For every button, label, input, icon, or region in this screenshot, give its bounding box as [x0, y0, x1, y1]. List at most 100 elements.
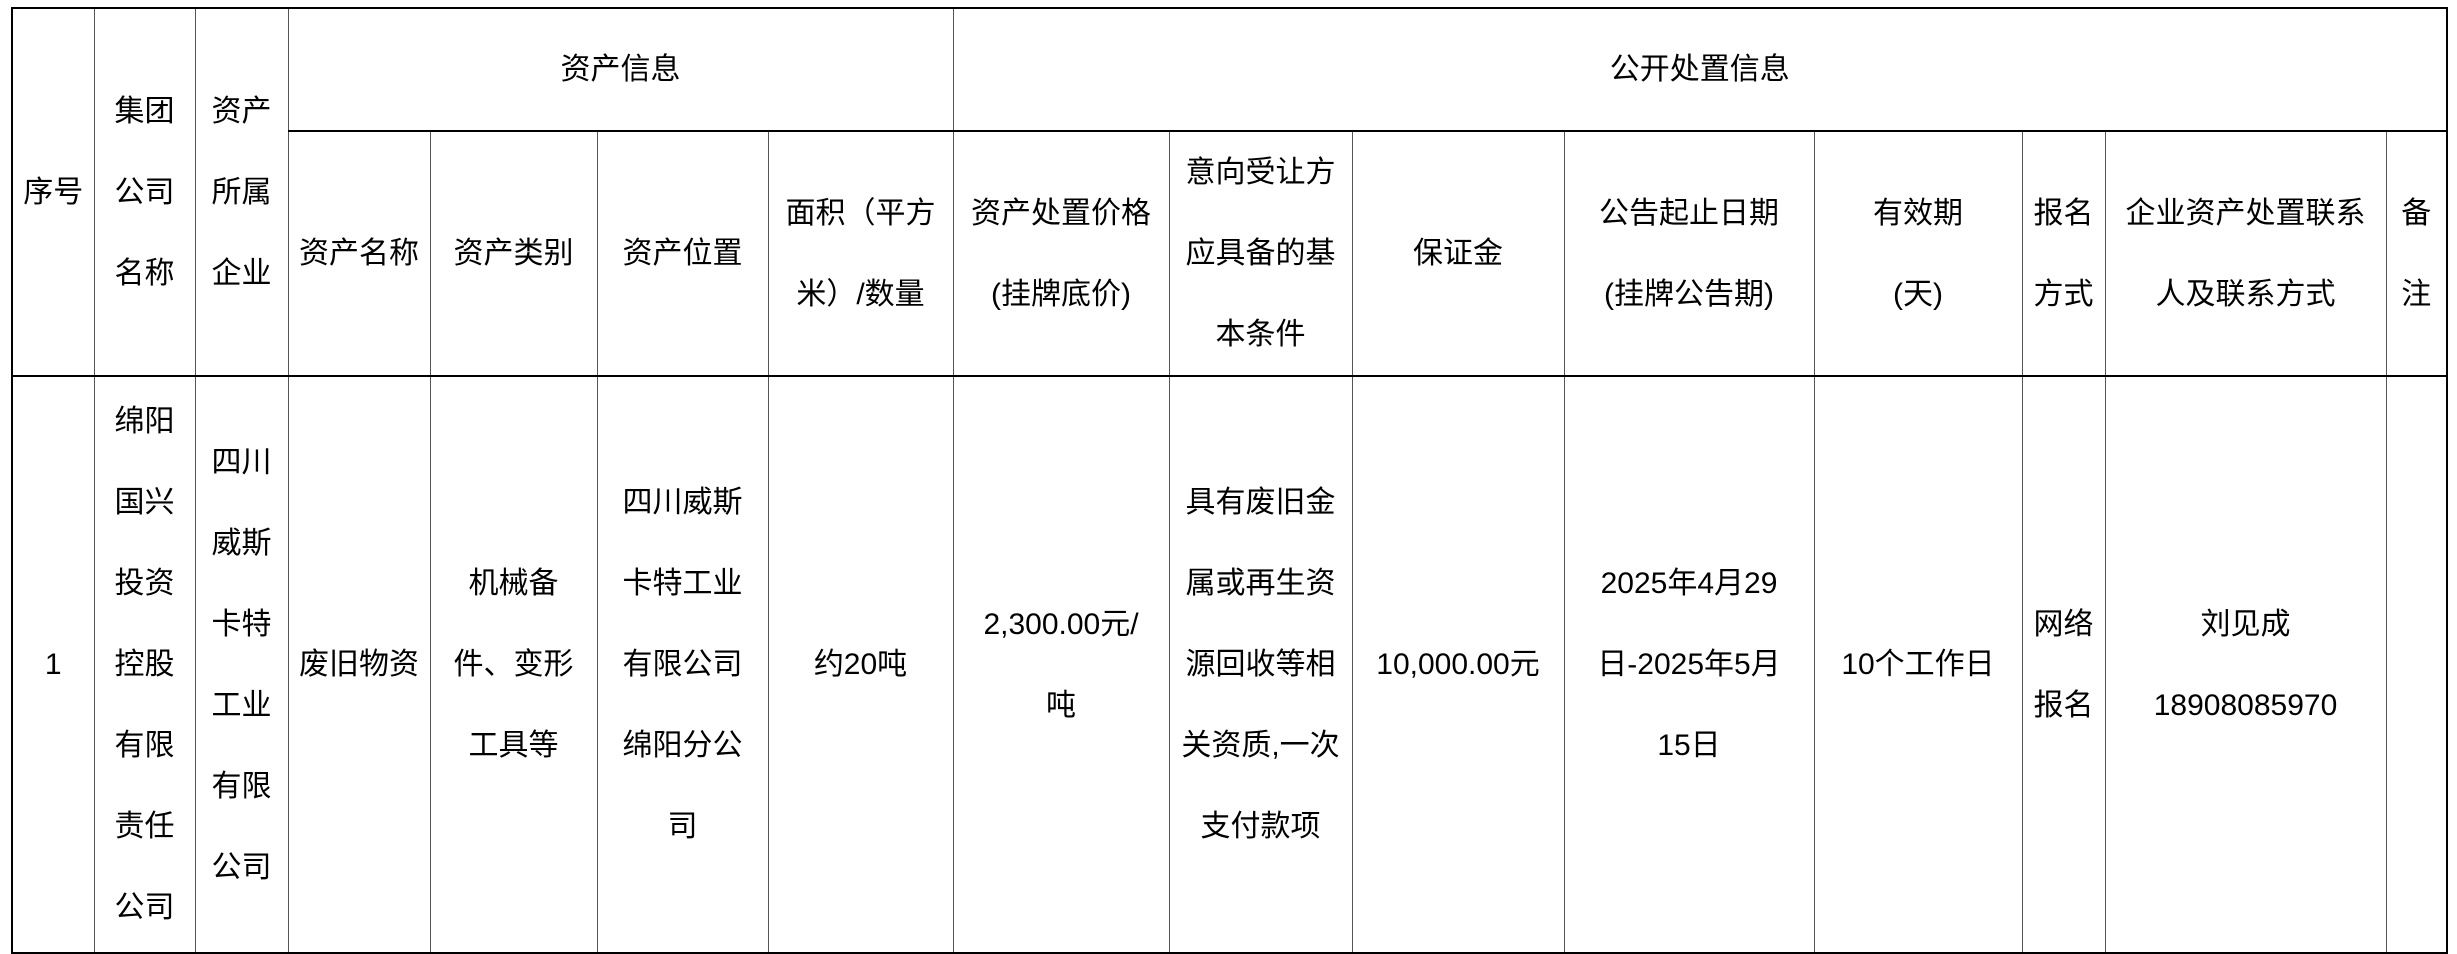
header-disposal-price-text: 资产处置价格: [971, 196, 1151, 230]
cell-group-company-text: 责任: [114, 810, 175, 843]
header-remarks: 备注: [2385, 130, 2448, 377]
header-deposit-text: 保证金: [1413, 237, 1503, 270]
header-area-quantity: 面积（平方米）/数量: [767, 130, 954, 377]
cell-asset-category-text: 机械备: [468, 567, 559, 600]
cell-announcement-period-text: 2025年4月29: [1600, 567, 1778, 600]
header-asset-owner-text: 资产: [211, 94, 272, 128]
cell-asset-owner-text: 卡特: [211, 607, 272, 641]
cell-remarks: [2385, 375, 2448, 954]
cell-contact-text: 18908085970: [2153, 688, 2338, 722]
header-contact: 企业资产处置联系 人及联系方式: [2104, 130, 2387, 377]
header-seq-text: 序号: [23, 175, 84, 209]
cell-seq: 1: [11, 375, 95, 954]
cell-area-quantity-text: 约20吨: [813, 648, 908, 681]
cell-asset-location-text: 绵阳分公: [622, 729, 743, 762]
cell-asset-location-text: 司: [667, 810, 698, 843]
header-validity-days-text: (天): [1893, 277, 1943, 311]
cell-asset-category: 机械备件、变形工具等: [429, 375, 598, 954]
cell-group-company-text: 公司: [114, 891, 175, 924]
cell-deposit-text: 10,000.00元: [1376, 648, 1540, 681]
header-asset-name: 资产名称: [287, 130, 431, 377]
header-remarks-text: 备: [2401, 196, 2432, 230]
cell-area-quantity: 约20吨: [767, 375, 954, 954]
cell-announcement-period: 2025年4月29 日-2025年5月 15日: [1563, 375, 1815, 954]
header-remarks-text: 注: [2401, 277, 2432, 311]
cell-disposal-price-text: 2,300.00元/: [983, 607, 1139, 641]
header-registration-method: 报名 方式: [2021, 130, 2106, 377]
header-announcement-period: 公告起止日期 (挂牌公告期): [1563, 130, 1815, 377]
cell-group-company-text: 投资: [114, 567, 175, 600]
cell-asset-name-text: 废旧物资: [299, 648, 419, 681]
header-group-company-text: 名称: [114, 256, 175, 290]
header-announcement-period-text: 公告起止日期: [1599, 196, 1779, 230]
cell-group-company-text: 有限: [114, 729, 175, 762]
header-transferee-conditions-text: 意向受让方: [1185, 156, 1336, 189]
cell-transferee-conditions: 具有废旧金属或再生资源回收等相关资质,一次 支付款项: [1168, 375, 1353, 954]
cell-transferee-conditions-text: 属或再生资: [1185, 567, 1336, 600]
header-registration-method-text: 报名: [2033, 196, 2094, 230]
header-transferee-conditions-text: 本条件: [1215, 318, 1306, 351]
header-contact-text: 人及联系方式: [2155, 277, 2336, 311]
header-contact-text: 企业资产处置联系: [2125, 196, 2366, 230]
cell-asset-owner-text: 四川: [211, 445, 272, 479]
header-transferee-conditions: 意向受让方应具备的基本条件: [1168, 130, 1353, 377]
header-asset-location: 资产位置: [596, 130, 769, 377]
cell-announcement-period-text: 15日: [1657, 729, 1721, 762]
header-area-quantity-text: 米）/数量: [796, 277, 925, 311]
cell-asset-owner-text: 公司: [211, 850, 272, 884]
header-asset-category: 资产类别: [429, 130, 598, 377]
cell-seq-text: 1: [44, 648, 62, 681]
cell-group-company-text: 控股: [114, 648, 175, 681]
header-group-company-text: 集团: [114, 94, 175, 128]
cell-disposal-price: 2,300.00元/吨: [952, 375, 1170, 954]
cell-asset-owner-text: 有限: [211, 769, 272, 803]
cell-asset-category-text: 件、变形: [453, 648, 574, 681]
cell-asset-location-text: 四川威斯: [622, 486, 743, 519]
header-asset-owner: 资产 所属 企业: [194, 7, 289, 377]
header-announcement-period-text: (挂牌公告期): [1604, 277, 1774, 311]
cell-group-company: 绵阳国兴投资控股有限责任公司: [93, 375, 196, 954]
header-row: 资产名称 资产类别 资产位置 面积（平方 米）/数量 资产处置价格 (挂牌底价) 意向受让方应…: [12, 130, 2448, 377]
header-asset-owner-text: 所属: [211, 175, 272, 209]
cell-asset-location-text: 有限公司: [622, 648, 743, 681]
cell-asset-location: 四川威斯卡特工业有限公司绵阳分公司: [596, 375, 769, 954]
header-asset-owner-text: 企业: [211, 256, 272, 290]
cell-validity-days-text: 10个工作日: [1841, 648, 1995, 681]
cell-registration-method-text: 报名: [2033, 688, 2094, 722]
header-group-company-text: 公司: [114, 175, 175, 209]
cell-group-company-text: 绵阳: [114, 405, 175, 438]
header-group-company: 集团 公司 名称: [93, 7, 196, 377]
header-deposit: 保证金: [1351, 130, 1565, 377]
cell-registration-method: 网络 报名: [2021, 375, 2106, 954]
cell-group-company-text: 国兴: [114, 486, 175, 519]
header-transferee-conditions-text: 应具备的基: [1185, 237, 1336, 270]
header-disposal-price-text: (挂牌底价): [991, 277, 1131, 311]
cell-deposit: 10,000.00元: [1351, 375, 1565, 954]
cell-transferee-conditions-text: 具有废旧金: [1185, 486, 1336, 519]
header-asset-category-text: 资产类别: [453, 237, 574, 270]
header-validity-days-text: 有效期: [1873, 196, 1963, 230]
cell-asset-owner: 四川威斯卡特工业有限公司: [194, 375, 289, 954]
cell-asset-owner-text: 工业: [211, 688, 272, 722]
cell-contact-text: 刘见成: [2200, 607, 2291, 641]
cell-registration-method-text: 网络: [2033, 607, 2094, 641]
header-row-group: 序号 集团 公司 名称 资产 所属 企业 资产信息 公开处置信息: [11, 7, 2448, 377]
cell-asset-name: 废旧物资: [287, 375, 431, 954]
cell-transferee-conditions-text: 源回收等相: [1185, 648, 1336, 681]
asset-disposal-table: 序号 集团 公司 名称 资产 所属 企业 资产信息 公开处置信息 资产名称 资产类别 资产位置 面积（平…: [11, 7, 2448, 954]
header-area-quantity-text: 面积（平方: [785, 196, 936, 230]
group-header-disposal-info: 公开处置信息: [952, 7, 2448, 132]
header-asset-location-text: 资产位置: [622, 237, 743, 270]
table-row: 1 绵阳 国兴 投资 控股 有限 责任 公司 四川 威斯 卡特 工业 有限 公司 废旧物资 机械备 件、变形 工具…: [11, 375, 2448, 954]
header-registration-method-text: 方式: [2033, 277, 2094, 311]
cell-asset-owner-text: 威斯: [211, 526, 272, 560]
cell-transferee-conditions-text: 关资质,一次: [1181, 729, 1340, 762]
cell-asset-category-text: 工具等: [468, 729, 559, 762]
cell-asset-location-text: 卡特工业: [622, 567, 743, 600]
cell-validity-days: 10个工作日: [1813, 375, 2023, 954]
header-asset-name-text: 资产名称: [299, 237, 419, 270]
cell-announcement-period-text: 日-2025年5月: [1597, 648, 1781, 681]
cell-contact: 刘见成 18908085970: [2104, 375, 2387, 954]
header-validity-days: 有效期 (天): [1813, 130, 2023, 377]
cell-transferee-conditions-text: 支付款项: [1200, 810, 1321, 843]
